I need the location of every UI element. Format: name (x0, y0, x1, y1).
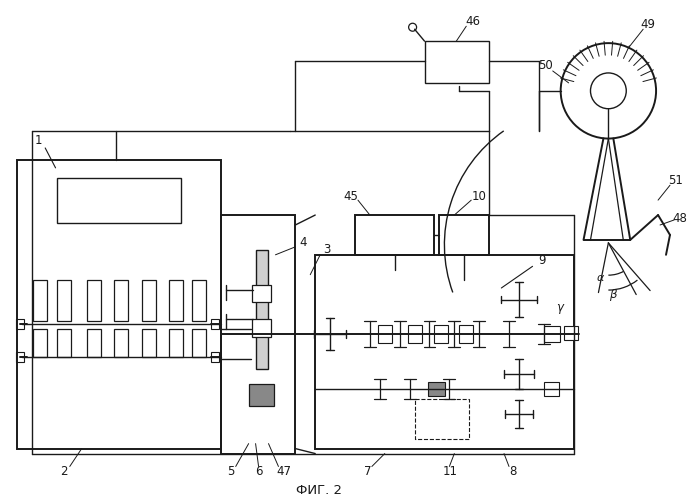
Text: 5: 5 (227, 465, 234, 478)
Bar (143, 330, 156, 357)
Bar (544, 326, 560, 342)
Text: 48: 48 (672, 212, 687, 224)
Text: $\alpha$: $\alpha$ (596, 272, 605, 282)
Bar (16, 352, 24, 362)
Bar (428, 382, 445, 396)
Bar (16, 320, 24, 330)
Text: 10: 10 (472, 190, 487, 202)
Bar (211, 352, 219, 362)
Bar (211, 320, 219, 330)
Text: 3: 3 (324, 244, 331, 256)
Bar (33, 280, 47, 322)
Text: $\gamma$: $\gamma$ (556, 302, 565, 316)
Bar (315, 255, 574, 448)
Text: 1: 1 (34, 134, 42, 147)
Bar (459, 326, 473, 343)
Bar (221, 215, 296, 454)
Bar (87, 330, 101, 357)
Text: 8: 8 (510, 465, 517, 478)
Bar (252, 320, 271, 338)
Bar (33, 330, 47, 357)
Text: 49: 49 (640, 18, 656, 30)
Bar (378, 326, 391, 343)
Bar (169, 330, 183, 357)
Text: 50: 50 (538, 60, 553, 72)
Text: ФИГ. 2: ФИГ. 2 (296, 484, 343, 497)
Bar (415, 399, 469, 438)
Bar (249, 384, 275, 406)
Text: 46: 46 (466, 15, 481, 28)
Text: 47: 47 (276, 465, 291, 478)
Bar (57, 280, 71, 322)
Text: 11: 11 (443, 465, 458, 478)
Bar (435, 326, 448, 343)
Text: $\beta$: $\beta$ (609, 286, 618, 302)
Bar (440, 215, 489, 255)
Text: 4: 4 (300, 236, 307, 250)
Text: 51: 51 (668, 174, 684, 187)
Bar (169, 280, 183, 322)
Text: 2: 2 (60, 465, 68, 478)
Text: 7: 7 (364, 465, 372, 478)
Bar (57, 330, 71, 357)
Bar (408, 326, 421, 343)
Bar (563, 326, 577, 340)
Bar (355, 215, 435, 255)
Bar (143, 280, 156, 322)
Bar (57, 178, 181, 223)
Bar (424, 41, 489, 83)
Text: 9: 9 (538, 254, 545, 268)
Bar (87, 280, 101, 322)
Bar (192, 330, 206, 357)
Bar (544, 382, 559, 396)
Bar (192, 280, 206, 322)
Bar (252, 284, 271, 302)
Bar (17, 160, 221, 449)
Text: 6: 6 (255, 465, 262, 478)
Bar (115, 280, 129, 322)
Bar (256, 250, 268, 369)
Bar (115, 330, 129, 357)
Text: 45: 45 (343, 190, 359, 202)
